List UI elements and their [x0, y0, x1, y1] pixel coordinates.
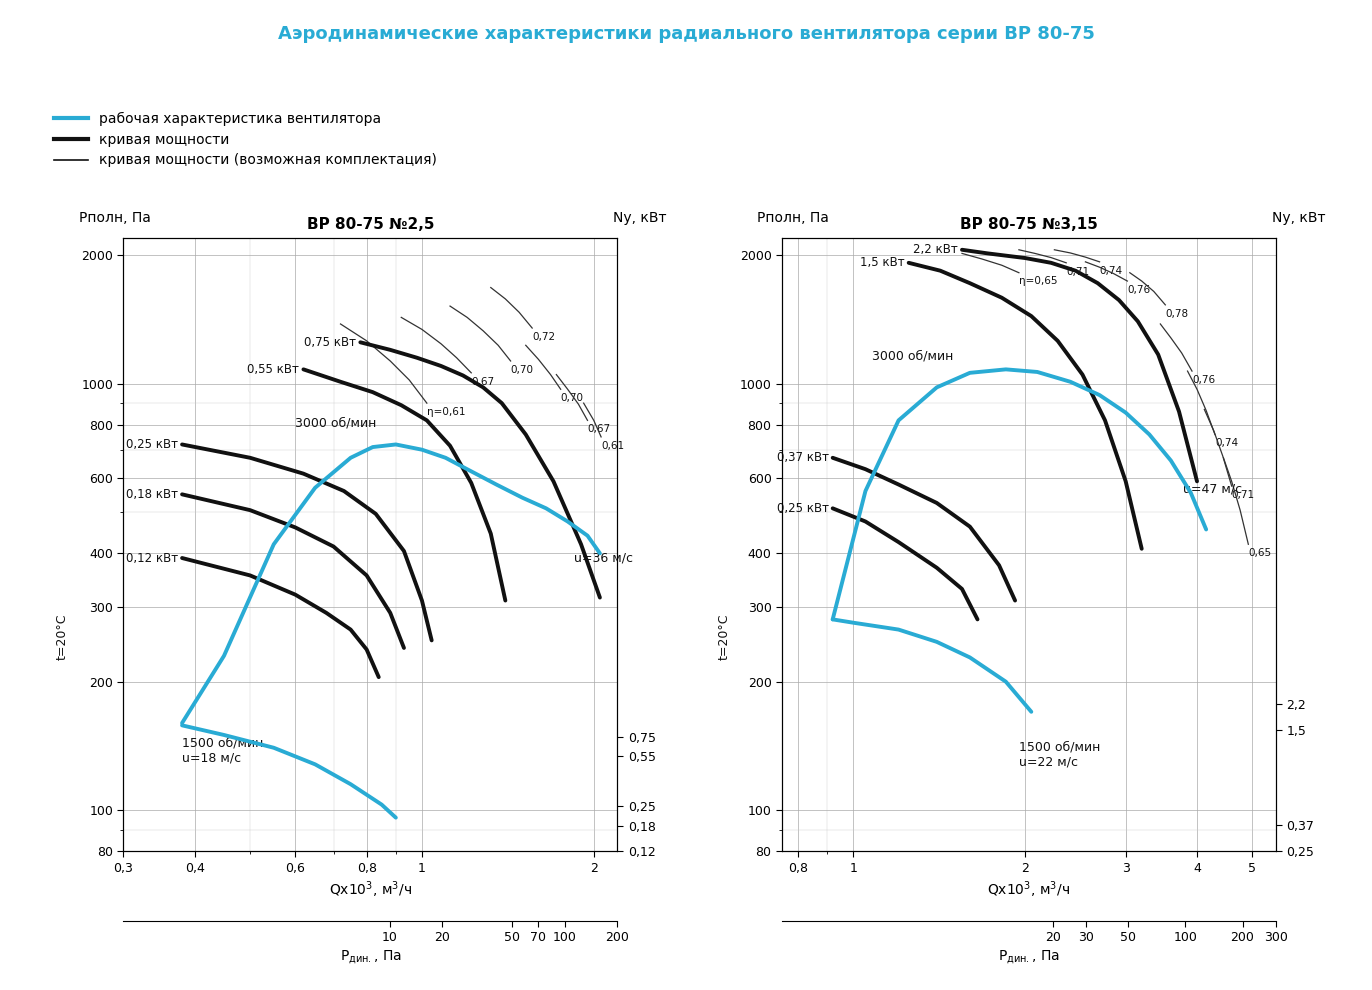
Text: 0,67: 0,67: [471, 376, 494, 386]
Text: 0,55 кВт: 0,55 кВт: [247, 363, 299, 376]
Text: 0,18 кВт: 0,18 кВт: [126, 488, 178, 501]
X-axis label: Qx10$^3$, м$^3$/ч: Qx10$^3$, м$^3$/ч: [988, 879, 1070, 900]
Text: 0,72: 0,72: [532, 332, 556, 342]
Text: 1500 об/мин
u=22 м/с: 1500 об/мин u=22 м/с: [1019, 741, 1100, 768]
Title: ВР 80-75 №3,15: ВР 80-75 №3,15: [960, 217, 1098, 233]
Text: Ny, кВт: Ny, кВт: [1272, 211, 1325, 226]
X-axis label: Р$_{\rm дин.}$, Па: Р$_{\rm дин.}$, Па: [339, 948, 402, 966]
Text: 0,70: 0,70: [561, 393, 583, 403]
Legend: рабочая характеристика вентилятора, кривая мощности, кривая мощности (возможная : рабочая характеристика вентилятора, крив…: [48, 106, 443, 173]
Text: 0,74: 0,74: [1099, 265, 1122, 275]
Text: 0,71: 0,71: [1232, 490, 1255, 500]
Text: 1,5 кВт: 1,5 кВт: [860, 256, 904, 269]
Text: Рполн, Па: Рполн, Па: [757, 211, 829, 226]
Text: Ny, кВт: Ny, кВт: [613, 211, 667, 226]
Text: 0,76: 0,76: [1128, 285, 1151, 295]
Text: 3000 об/мин: 3000 об/мин: [295, 416, 377, 429]
Text: t=20°C: t=20°C: [718, 614, 731, 659]
Text: 0,61: 0,61: [601, 441, 624, 450]
Text: Аэродинамические характеристики радиального вентилятора серии ВР 80-75: Аэродинамические характеристики радиальн…: [277, 25, 1095, 43]
Text: u=36 м/с: u=36 м/с: [575, 551, 634, 564]
Text: Рполн, Па: Рполн, Па: [80, 211, 151, 226]
X-axis label: Qx10$^3$, м$^3$/ч: Qx10$^3$, м$^3$/ч: [329, 879, 412, 900]
Text: 0,76: 0,76: [1192, 375, 1216, 385]
Text: 0,78: 0,78: [1165, 309, 1188, 319]
Text: 0,65: 0,65: [1249, 548, 1272, 558]
Text: 2,2 кВт: 2,2 кВт: [914, 244, 958, 256]
Text: 0,70: 0,70: [510, 364, 534, 375]
Text: 0,25 кВт: 0,25 кВт: [777, 502, 829, 515]
Text: 0,71: 0,71: [1066, 266, 1089, 276]
X-axis label: Р$_{\rm дин.}$, Па: Р$_{\rm дин.}$, Па: [997, 948, 1061, 966]
Text: 0,37 кВт: 0,37 кВт: [777, 451, 829, 464]
Text: η=0,65: η=0,65: [1019, 276, 1058, 286]
Text: 0,74: 0,74: [1216, 439, 1238, 448]
Text: 1500 об/мин
u=18 м/с: 1500 об/мин u=18 м/с: [182, 737, 263, 764]
Text: 0,12 кВт: 0,12 кВт: [126, 551, 178, 564]
Text: 0,75 кВт: 0,75 кВт: [305, 336, 357, 348]
Text: 3000 об/мин: 3000 об/мин: [873, 349, 954, 362]
Text: η=0,61: η=0,61: [427, 407, 465, 417]
Text: 0,25 кВт: 0,25 кВт: [126, 438, 178, 451]
Text: u=47 м/с: u=47 м/с: [1183, 483, 1242, 496]
Text: t=20°C: t=20°C: [55, 614, 69, 659]
Title: ВР 80-75 №2,5: ВР 80-75 №2,5: [307, 217, 434, 233]
Text: 0,67: 0,67: [587, 424, 611, 435]
